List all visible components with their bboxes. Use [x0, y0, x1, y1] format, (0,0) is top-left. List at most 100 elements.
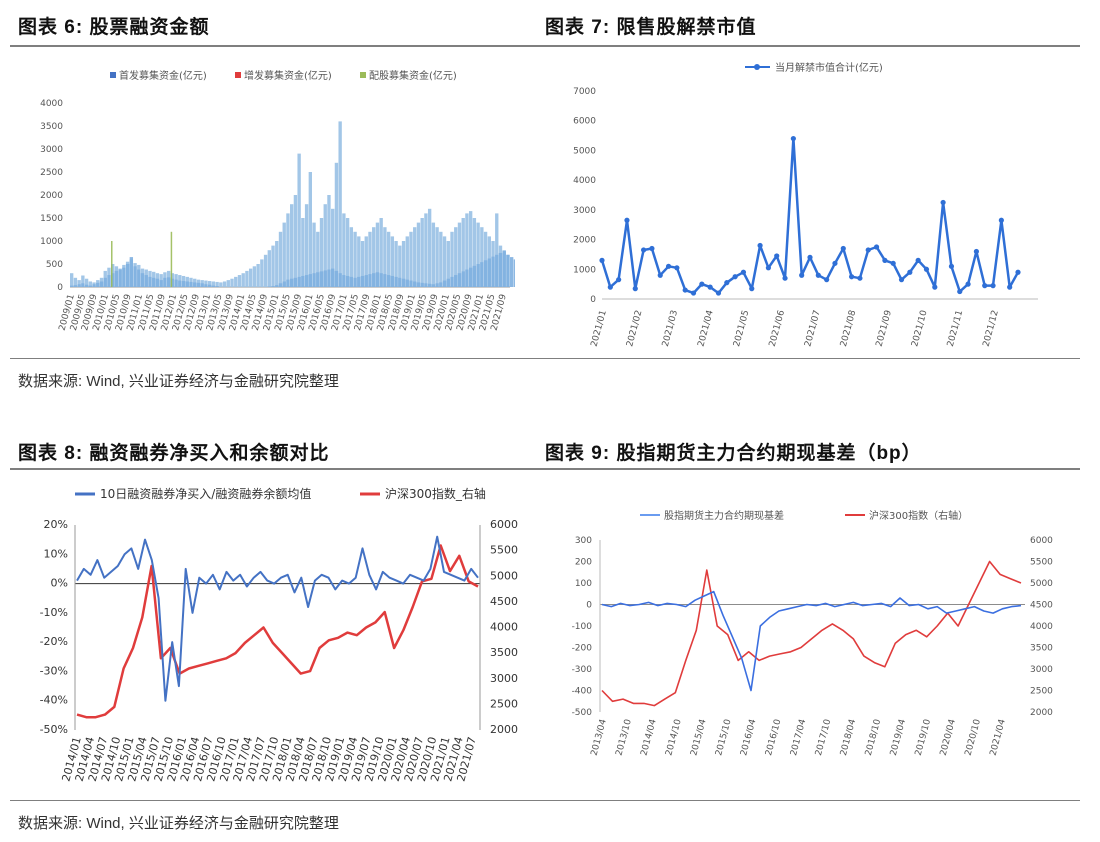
fig6-bar	[338, 273, 342, 287]
fig7-y-tick: 4000	[573, 176, 596, 186]
fig6-bar	[372, 227, 376, 287]
fig6-bar	[81, 283, 85, 287]
fig8-y-tick-left: -20%	[40, 635, 68, 648]
fig6-bar	[252, 266, 257, 287]
fig6-bar	[498, 252, 503, 287]
fig6-bar	[513, 259, 515, 287]
fig7-point	[857, 275, 863, 281]
fig7-x-tick: 2021/06	[768, 309, 787, 348]
fig6-y-tick: 4000	[40, 99, 63, 109]
fig6-bar	[92, 284, 96, 287]
fig8-y-tick-right: 3000	[490, 672, 518, 685]
fig9-x-tick: 2020/10	[964, 718, 983, 757]
fig6-bar	[118, 269, 122, 287]
fig6-bar	[435, 283, 439, 287]
fig7-point	[907, 269, 913, 275]
fig6-bar	[457, 273, 462, 287]
fig9-x-tick: 2013/04	[590, 718, 609, 757]
fig6-bar	[96, 282, 100, 287]
fig6-bar	[480, 262, 484, 287]
fig7-point	[765, 265, 771, 271]
fig6-bar	[439, 282, 443, 287]
fig6-bar	[454, 275, 458, 287]
fig6-bar	[487, 258, 491, 287]
fig6-bar	[278, 283, 283, 287]
fig6-bar	[170, 278, 175, 287]
fig7-point	[965, 281, 971, 287]
fig9-legend: 股指期货主力合约期现基差 沪深300指数（右轴）	[640, 509, 968, 522]
fig7-point	[757, 242, 763, 249]
fig6-bar	[327, 269, 331, 287]
fig6-bar	[103, 277, 107, 287]
fig6-bar	[111, 273, 115, 287]
fig6-bar	[353, 231, 357, 287]
fig6-bar	[293, 195, 298, 287]
fig6-bar	[461, 218, 465, 287]
fig6-bar	[152, 277, 156, 287]
fig7-point	[649, 245, 655, 252]
fig7-point	[915, 257, 921, 263]
fig6-bar	[420, 218, 424, 287]
fig8-y-tick-right: 5500	[490, 544, 518, 557]
fig6-bar	[163, 277, 167, 287]
fig9-y-tick-left: -400	[572, 687, 593, 697]
fig9-y-tick-left: 200	[575, 558, 592, 568]
fig6-bar	[450, 231, 454, 287]
fig6-bar	[237, 275, 242, 287]
fig7-point	[824, 277, 830, 283]
fig7-point	[1007, 284, 1013, 290]
fig6-bar	[480, 227, 484, 287]
fig6-bar	[140, 273, 145, 287]
fig6-bar	[282, 222, 286, 287]
fig6-bar	[241, 273, 245, 287]
fig6-bar	[166, 277, 171, 287]
fig6-bar	[316, 231, 320, 287]
fig9-x-tick: 2018/04	[839, 718, 858, 757]
fig6-bar	[386, 275, 391, 287]
fig6-bar	[230, 278, 234, 287]
fig6-bar	[390, 236, 395, 287]
fig7-point	[865, 247, 871, 253]
fig6-bar	[495, 254, 499, 287]
fig6-bar	[111, 241, 113, 287]
fig6-bar	[379, 218, 383, 287]
fig8-y-tick-left: -50%	[40, 723, 68, 736]
fig6-bar	[360, 275, 365, 287]
legend-ipo: 首发募集资金(亿元)	[119, 69, 207, 82]
legend-rights: 配股募集资金(亿元)	[369, 69, 457, 82]
fig6-bar	[271, 245, 275, 287]
fig9-y-tick-right: 6000	[1030, 536, 1053, 546]
fig9-y-tick-left: -100	[572, 622, 593, 632]
fig6-bar	[189, 281, 193, 287]
fig6-bar	[357, 236, 361, 287]
fig9-x-tick: 2018/10	[864, 718, 883, 757]
fig7-point	[674, 265, 680, 271]
fig6-bar	[424, 213, 428, 287]
fig6-bar	[286, 279, 290, 287]
fig8-series-margin	[76, 535, 479, 702]
fig6-bar	[401, 241, 406, 287]
fig6-bar	[129, 257, 134, 287]
fig7-point	[665, 263, 672, 269]
fig6-bar	[431, 222, 436, 287]
fig6-y-tick: 500	[46, 260, 63, 270]
fig8-y-tick-left: 10%	[44, 547, 68, 560]
fig6-bar	[364, 236, 368, 287]
fig6-bar	[301, 275, 305, 287]
fig6-bar	[398, 277, 402, 287]
fig6-bar	[185, 281, 189, 287]
top-rule	[10, 45, 1080, 47]
fig6-bar	[215, 286, 219, 287]
fig6-bar	[468, 267, 473, 287]
fig6-bar	[301, 218, 305, 287]
fig9-x-tick: 2014/10	[664, 718, 683, 757]
fig7-x-tick: 2021/05	[732, 309, 751, 348]
fig6-bar	[416, 222, 421, 287]
fig6-bar	[360, 241, 365, 287]
fig6-bar	[316, 272, 320, 287]
fig7-point	[740, 269, 747, 275]
fig6-bar	[372, 273, 376, 287]
source-bottom: 数据来源: Wind, 兴业证券经济与金融研究院整理	[18, 815, 339, 832]
fig9-y-tick-right: 4000	[1030, 622, 1053, 632]
fig6-bar	[308, 172, 312, 287]
